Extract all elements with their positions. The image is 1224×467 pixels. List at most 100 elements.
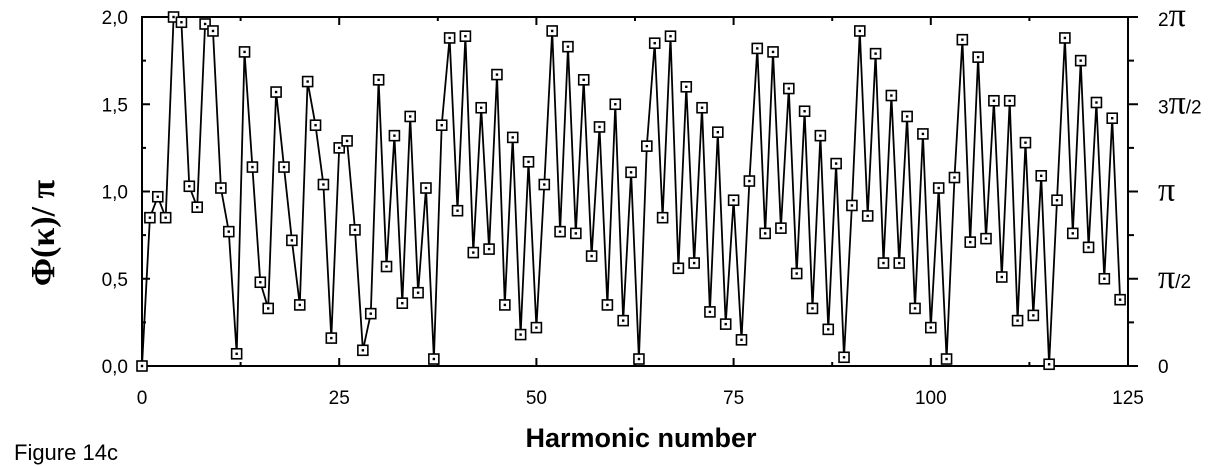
data-point-center — [969, 240, 972, 244]
data-point-center — [298, 303, 301, 307]
data-point-center — [464, 34, 467, 38]
data-point-center — [164, 216, 167, 219]
data-point-center — [756, 47, 759, 50]
data-point-center — [582, 78, 585, 82]
data-point-center — [976, 55, 980, 59]
data-point-center — [787, 87, 791, 90]
data-point-center — [338, 146, 341, 150]
series-line — [141, 16, 1121, 367]
data-point-center — [274, 90, 278, 94]
data-point-center — [535, 326, 538, 329]
y-axis-label: Φ(κ)/ π — [25, 179, 62, 286]
data-point-center — [645, 144, 649, 148]
x-tick-label: 25 — [329, 388, 350, 409]
data-point-center — [953, 176, 956, 179]
right-tick-label: 2π — [1158, 0, 1186, 34]
data-point-center — [882, 261, 885, 265]
right-tick-label: π — [1158, 172, 1175, 209]
data-point-center — [803, 110, 806, 113]
data-point-center — [866, 214, 869, 218]
data-point-center — [353, 228, 357, 232]
data-point-center — [621, 319, 625, 322]
data-point-center — [1095, 101, 1098, 104]
data-point-center — [819, 134, 822, 137]
data-point-center — [479, 106, 483, 109]
data-point-center — [692, 261, 696, 265]
data-point-center — [180, 21, 183, 24]
data-point-center — [156, 195, 159, 198]
data-point-center — [653, 41, 656, 45]
data-point-center — [890, 94, 893, 97]
data-point-center — [905, 115, 909, 118]
data-point-center — [361, 349, 365, 352]
data-point-center — [716, 130, 720, 134]
data-point-center — [196, 206, 199, 209]
data-point-center — [251, 165, 254, 169]
data-point-center — [740, 338, 743, 342]
data-point-center — [598, 125, 601, 129]
data-point-center — [574, 232, 578, 235]
data-point-center — [385, 265, 388, 268]
data-point-center — [440, 123, 443, 127]
data-point-center — [235, 352, 238, 355]
data-point-center — [487, 247, 491, 251]
data-point-center — [322, 183, 325, 186]
data-point-center — [282, 165, 286, 169]
data-point-center — [408, 115, 412, 118]
data-point-center — [724, 322, 727, 326]
data-point-center — [432, 357, 436, 361]
data-point-center — [834, 162, 838, 165]
data-point-center — [669, 34, 672, 38]
data-point-center — [314, 123, 317, 127]
data-point-center — [1087, 246, 1090, 249]
plot-frame — [141, 16, 1129, 367]
data-point-center — [267, 307, 270, 310]
right-tick-label: π/2 — [1158, 259, 1191, 296]
data-point-center — [495, 73, 499, 76]
x-tick-label: 50 — [526, 388, 547, 409]
data-point-center — [330, 336, 333, 340]
x-tick-label: 0 — [137, 388, 148, 409]
data-point-center — [1032, 314, 1035, 317]
data-point-center — [1055, 199, 1059, 202]
y-tick-label: 0,5 — [102, 270, 128, 291]
data-point-center — [543, 183, 546, 186]
data-point-center — [416, 291, 420, 294]
data-point-center — [929, 326, 932, 329]
data-point-center — [795, 272, 798, 275]
data-point-center — [748, 179, 751, 183]
data-point-center — [424, 186, 428, 190]
data-point-center — [519, 333, 522, 336]
data-point-center — [732, 199, 735, 202]
right-tick-label: 0 — [1158, 357, 1169, 378]
data-point-center — [1071, 232, 1074, 235]
data-point-center — [685, 85, 688, 88]
data-point-center — [401, 301, 404, 305]
data-point-center — [811, 307, 814, 310]
data-point-center — [227, 230, 230, 233]
data-point-center — [472, 251, 475, 254]
data-point-center — [874, 52, 877, 55]
data-point-center — [393, 134, 396, 137]
data-point-center — [1047, 363, 1051, 366]
axis-ticks: 0 25 50 75 100 125 0,0 0,5 1,0 1,5 2,0 0 π/2 π 3π/2 2π — [102, 0, 1202, 409]
data-point-center — [590, 254, 593, 258]
data-point-center — [913, 307, 917, 310]
data-point-center — [779, 226, 783, 230]
data-point-center — [172, 15, 175, 19]
data-point-center — [503, 303, 507, 307]
y-tick-label: 1,5 — [102, 95, 128, 116]
data-point-center — [259, 281, 262, 284]
data-point-center — [448, 36, 451, 40]
data-point-center — [661, 216, 664, 219]
data-point-center — [763, 232, 767, 235]
data-point-center — [677, 267, 680, 270]
data-point-center — [850, 204, 854, 207]
data-point-center — [1079, 59, 1082, 62]
data-point-center — [1016, 319, 1019, 322]
data-point-center — [188, 185, 191, 188]
data-point-center — [858, 29, 862, 33]
x-axis-label: Harmonic number — [525, 423, 757, 453]
data-point-center — [1063, 36, 1067, 40]
